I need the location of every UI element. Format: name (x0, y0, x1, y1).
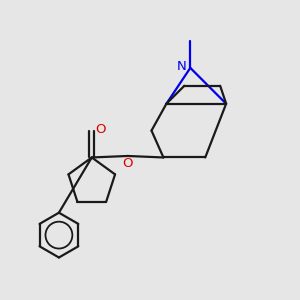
Text: N: N (177, 60, 187, 73)
Text: O: O (95, 123, 105, 136)
Text: O: O (123, 157, 133, 170)
